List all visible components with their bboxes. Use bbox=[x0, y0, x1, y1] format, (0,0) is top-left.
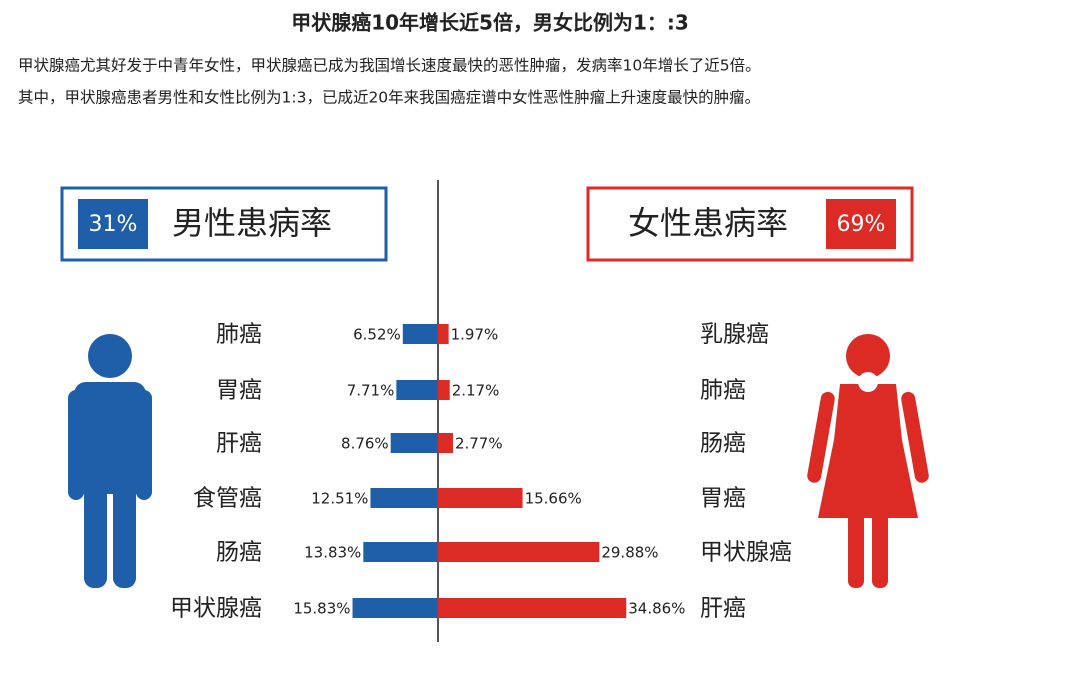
value-label: 1.97% bbox=[451, 326, 499, 344]
category-label: 胃癌 bbox=[216, 378, 262, 404]
category-label: 乳腺癌 bbox=[700, 322, 769, 348]
value-label: 34.86% bbox=[628, 600, 685, 618]
bar bbox=[402, 324, 438, 344]
chart-title: 甲状腺癌10年增长近5倍，男女比例为1：:3 bbox=[291, 11, 689, 35]
header-box bbox=[60, 186, 388, 262]
category-label: 肠癌 bbox=[700, 431, 746, 457]
category-label: 肝癌 bbox=[216, 431, 262, 457]
value-label: 8.76% bbox=[341, 435, 389, 453]
series-name: 男性患病率 bbox=[172, 204, 332, 242]
category-label: 甲状腺癌 bbox=[170, 596, 262, 622]
share-label: 69% bbox=[837, 212, 886, 237]
description: 其中，甲状腺癌患者男性和女性比例为1:3，已成近20年来我国癌症谱中女性恶性肿瘤… bbox=[18, 88, 760, 107]
category-label: 肠癌 bbox=[216, 540, 262, 566]
bar bbox=[363, 542, 438, 562]
bar bbox=[438, 433, 453, 453]
bar bbox=[438, 598, 627, 618]
value-label: 2.77% bbox=[455, 435, 503, 453]
value-label: 6.52% bbox=[353, 326, 401, 344]
value-label: 13.83% bbox=[304, 544, 361, 562]
share-badge bbox=[78, 199, 148, 249]
description: 甲状腺癌尤其好发于中青年女性，甲状腺癌已成为我国增长速度最快的恶性肿瘤，发病率1… bbox=[18, 56, 761, 75]
value-label: 15.83% bbox=[293, 600, 350, 618]
bar bbox=[396, 380, 438, 400]
header-box bbox=[586, 186, 914, 262]
collar bbox=[858, 372, 878, 392]
value-label: 2.17% bbox=[452, 382, 500, 400]
value-label: 12.51% bbox=[311, 490, 368, 508]
share-label: 31% bbox=[89, 212, 138, 237]
bar bbox=[390, 433, 438, 453]
value-label: 15.66% bbox=[525, 490, 582, 508]
bar bbox=[352, 598, 438, 618]
male-icon bbox=[68, 334, 152, 588]
category-label: 肝癌 bbox=[700, 596, 746, 622]
value-label: 7.71% bbox=[347, 382, 395, 400]
category-label: 食管癌 bbox=[193, 486, 262, 512]
share-badge bbox=[826, 199, 896, 249]
bar bbox=[370, 488, 438, 508]
value-label: 29.88% bbox=[601, 544, 658, 562]
bar bbox=[438, 488, 523, 508]
category-label: 肺癌 bbox=[700, 378, 746, 404]
category-label: 胃癌 bbox=[700, 486, 746, 512]
bar bbox=[438, 324, 449, 344]
series-name: 女性患病率 bbox=[628, 204, 788, 242]
bar bbox=[438, 542, 600, 562]
category-label: 肺癌 bbox=[216, 322, 262, 348]
category-label: 甲状腺癌 bbox=[700, 540, 792, 566]
bar bbox=[438, 380, 450, 400]
female-icon bbox=[807, 334, 929, 588]
